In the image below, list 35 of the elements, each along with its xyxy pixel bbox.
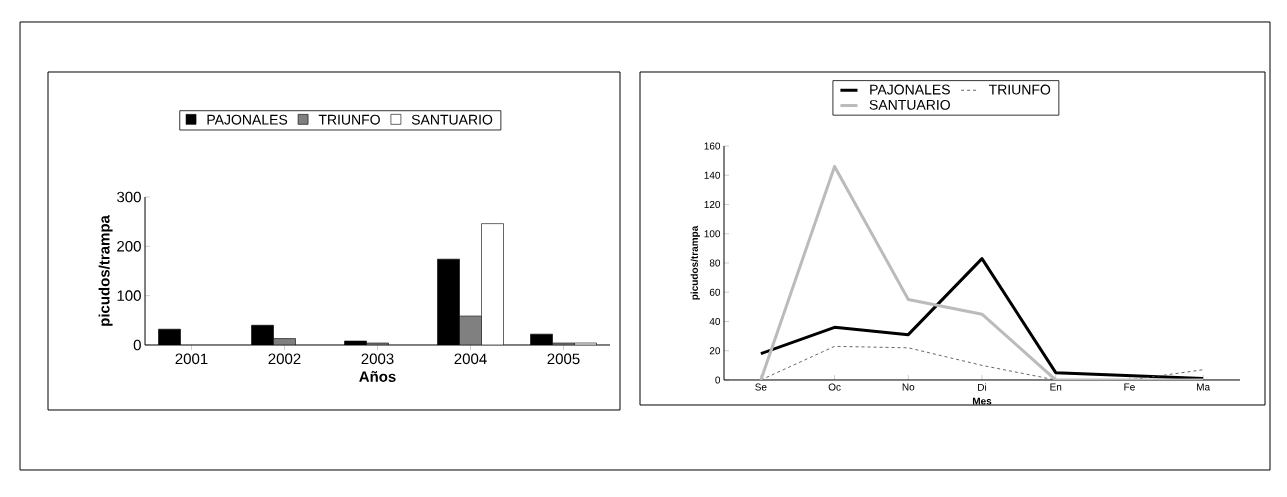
legend-label: SANTUARIO [411,114,493,125]
legend-label: SANTUARIO [869,99,950,110]
y-axis-title: picudos/trampa [690,225,700,300]
legend-label: PAJONALES [870,84,950,95]
x-tick-label: Se [755,383,767,391]
x-tick-label: Oc [828,383,841,391]
y-tick-label: 0 [715,376,721,384]
y-tick-label: 100 [117,290,141,301]
y-tick-label: 200 [117,241,141,252]
y-tick-label: 300 [117,191,141,203]
y-tick-label: 60 [709,288,721,296]
x-axis-title: Años [359,371,396,382]
y-tick-label: 40 [709,317,721,326]
y-tick-label: 140 [704,171,721,179]
legend-label: TRIUNFO [318,114,380,125]
x-axis-title: Mes [972,397,992,405]
y-tick-label: 80 [709,259,721,267]
x-tick-label: En [1050,383,1062,391]
y-tick-label: 120 [704,200,721,209]
legend-label: TRIUNFO [988,84,1051,95]
x-tick-label: Ma [1197,383,1211,391]
x-tick-label: 2002 [268,353,301,365]
y-tick-label: 100 [704,230,721,238]
y-tick-label: 160 [704,142,721,150]
y-tick-label: 0 [133,339,141,351]
x-tick-label: 2005 [547,353,580,365]
x-tick-label: 2003 [361,353,394,365]
y-axis-title: picudos/trampa [98,215,113,326]
x-tick-label: Di [978,383,987,391]
legend-label: PAJONALES [207,114,288,125]
y-tick-label: 20 [709,347,721,355]
x-tick-label: 2004 [454,353,487,365]
x-tick-label: 2001 [175,353,208,365]
x-tick-label: Fe [1124,383,1135,391]
x-tick-label: No [902,383,915,391]
